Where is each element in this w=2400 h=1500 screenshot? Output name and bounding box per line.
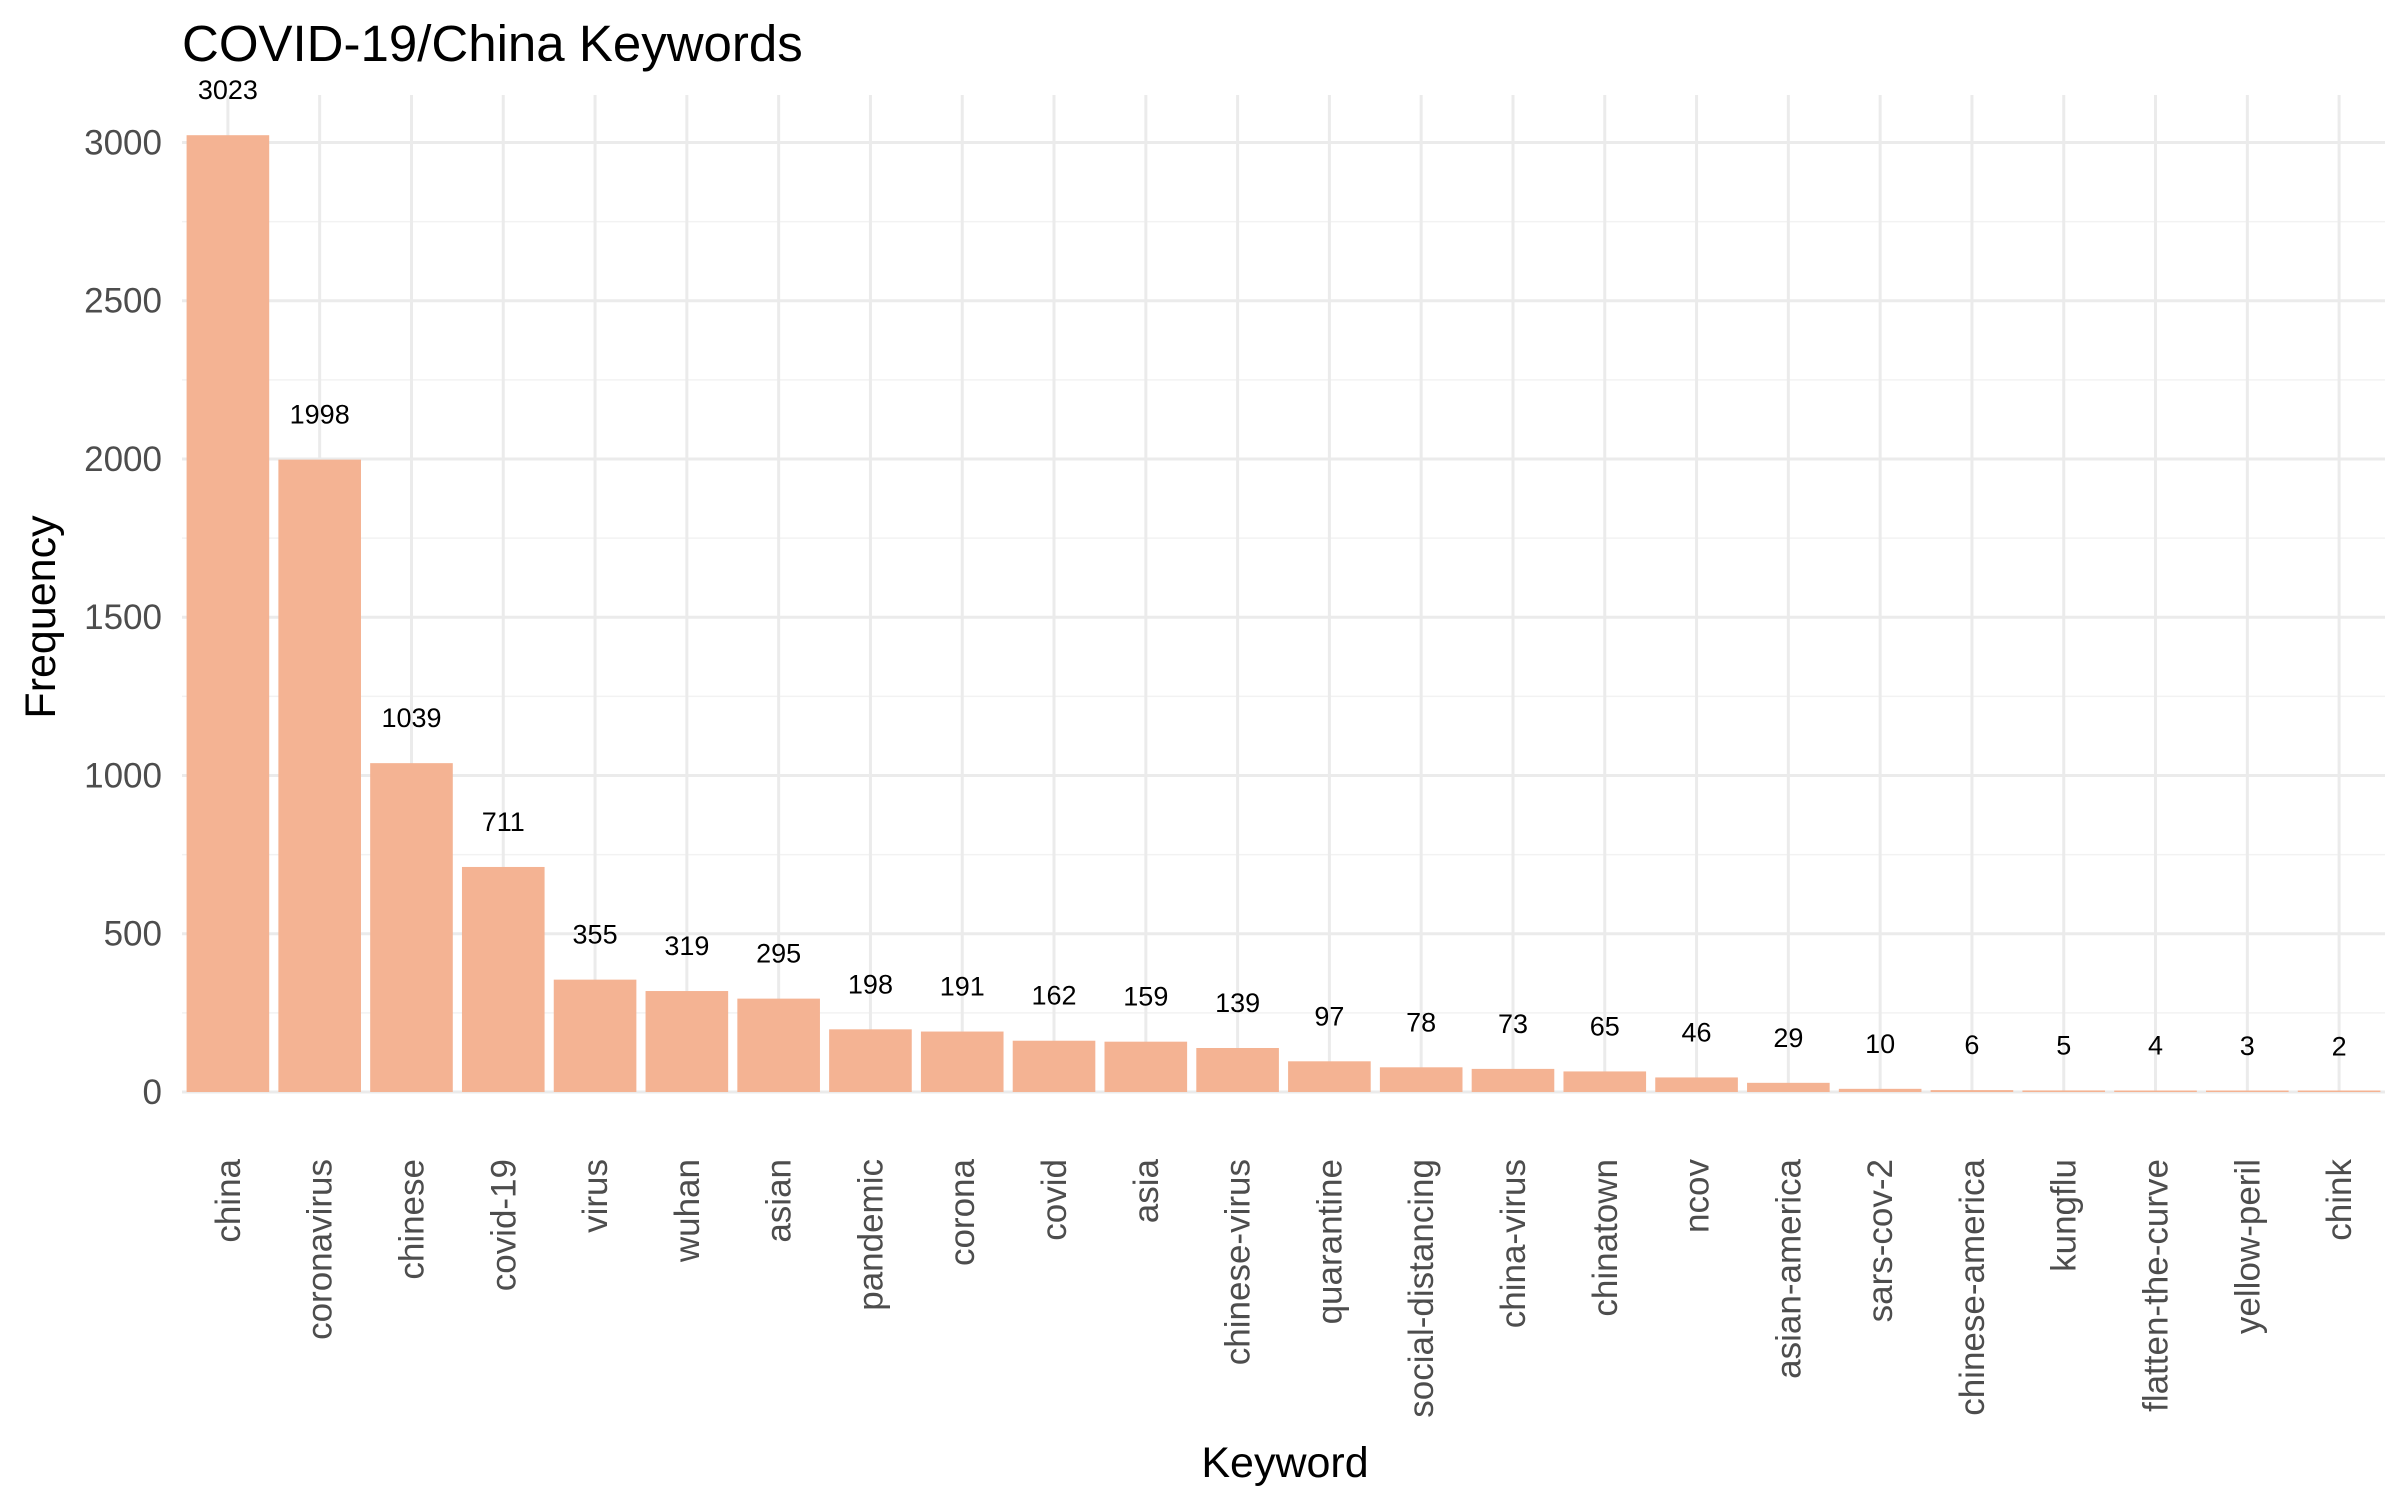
bar-social-distancing [1379, 1067, 1463, 1092]
bar-asian-america [1747, 1082, 1830, 1092]
x-tick-label-kungflu: kungflu [2045, 1159, 2084, 1272]
x-tick-label-china-virus: china-virus [1494, 1159, 1533, 1328]
y-tick-label: 3000 [84, 123, 162, 162]
bar-asia [1104, 1041, 1188, 1092]
data-label-wuhan: 319 [664, 931, 709, 961]
chart-title: COVID-19/China Keywords [182, 15, 803, 72]
data-label-chinese-virus: 139 [1215, 988, 1260, 1018]
data-label-sars-cov-2: 10 [1865, 1029, 1895, 1059]
bar-pandemic [829, 1029, 912, 1092]
bars [186, 135, 2381, 1092]
x-tick-label-flatten-the-curve: flatten-the-curve [2137, 1159, 2176, 1412]
y-axis-ticks: 0 500 1000 1500 2000 2500 3000 [84, 123, 162, 1112]
data-label-corona: 191 [940, 972, 985, 1002]
x-tick-label-asia: asia [1127, 1158, 1166, 1223]
bar-yellow-peril [2206, 1090, 2289, 1092]
data-label-asia: 159 [1123, 982, 1168, 1012]
x-tick-label-covid-19: covid-19 [484, 1159, 523, 1291]
y-tick-label: 2000 [84, 440, 162, 479]
x-tick-label-ncov: ncov [1678, 1159, 1717, 1233]
x-tick-label-pandemic: pandemic [851, 1159, 890, 1311]
x-tick-label-asian: asian [760, 1159, 799, 1243]
data-label-pandemic: 198 [848, 969, 893, 999]
x-tick-label-quarantine: quarantine [1310, 1159, 1349, 1324]
y-tick-label: 2500 [84, 282, 162, 321]
x-tick-label-social-distancing: social-distancing [1402, 1159, 1441, 1418]
bar-ncov [1655, 1077, 1738, 1092]
x-tick-label-corona: corona [943, 1158, 982, 1266]
bar-china [186, 135, 270, 1092]
x-axis-ticks: china coronavirus chinese covid-19 virus wuha… [209, 1158, 2359, 1417]
data-label-kungflu: 5 [2056, 1030, 2071, 1060]
x-tick-label-chink: chink [2320, 1159, 2359, 1241]
bar-covid-19 [461, 866, 545, 1092]
data-label-ncov: 46 [1682, 1017, 1712, 1047]
data-label-asian-america: 29 [1773, 1023, 1803, 1053]
data-label-quarantine: 97 [1314, 1001, 1344, 1031]
data-label-flatten-the-curve: 4 [2148, 1031, 2163, 1061]
data-label-covid-19: 711 [482, 807, 525, 837]
grid [182, 95, 2385, 1094]
data-label-chinatown: 65 [1590, 1011, 1620, 1041]
data-label-china-virus: 73 [1498, 1009, 1528, 1039]
x-tick-label-covid: covid [1035, 1159, 1074, 1241]
bar-kungflu [2022, 1090, 2106, 1092]
data-label-yellow-peril: 3 [2240, 1031, 2255, 1061]
data-label-coronavirus: 1998 [290, 400, 350, 430]
data-label-chink: 2 [2332, 1031, 2347, 1061]
data-label-china: 3023 [198, 75, 258, 105]
bar-chinese [370, 763, 453, 1092]
y-tick-label: 1500 [84, 598, 162, 637]
bar-sars-cov-2 [1838, 1088, 1922, 1092]
x-tick-label-coronavirus: coronavirus [301, 1159, 340, 1340]
x-tick-label-chinatown: chinatown [1586, 1159, 1625, 1317]
bar-quarantine [1288, 1061, 1371, 1092]
data-label-covid: 162 [1031, 981, 1076, 1011]
bar-covid [1012, 1040, 1096, 1092]
bar-chinese-virus [1196, 1048, 1279, 1092]
y-tick-label: 500 [104, 915, 162, 954]
data-label-virus: 355 [573, 920, 618, 950]
y-tick-label: 1000 [84, 756, 162, 795]
data-label-chinese: 1039 [381, 703, 441, 733]
bar-china-virus [1471, 1068, 1555, 1092]
bar-virus [553, 979, 637, 1092]
data-label-asian: 295 [756, 939, 801, 969]
x-tick-label-virus: virus [576, 1159, 615, 1233]
x-axis-title: Keyword [1201, 1439, 1368, 1487]
bar-chinese-america [1930, 1090, 2014, 1092]
x-tick-label-chinese-virus: chinese-virus [1219, 1159, 1258, 1365]
x-tick-label-chinese-america: chinese-america [1953, 1158, 1992, 1415]
x-tick-label-sars-cov-2: sars-cov-2 [1861, 1159, 1900, 1322]
bar-coronavirus [278, 459, 361, 1092]
y-axis-title: Frequency [17, 515, 65, 719]
x-tick-label-asian-america: asian-america [1769, 1158, 1808, 1378]
bar-asian [737, 998, 820, 1092]
bar-chinatown [1563, 1071, 1647, 1092]
x-tick-label-china: china [209, 1158, 248, 1242]
bar-wuhan [645, 991, 729, 1092]
bar-flatten-the-curve [2114, 1090, 2197, 1092]
data-label-social-distancing: 78 [1406, 1007, 1436, 1037]
bar-corona [920, 1031, 1004, 1092]
bar-chink [2297, 1090, 2381, 1092]
x-tick-label-chinese: chinese [392, 1159, 431, 1280]
y-tick-label: 0 [143, 1073, 162, 1112]
x-tick-label-yellow-peril: yellow-peril [2228, 1159, 2267, 1334]
data-label-chinese-america: 6 [1964, 1030, 1979, 1060]
x-tick-label-wuhan: wuhan [668, 1159, 707, 1263]
